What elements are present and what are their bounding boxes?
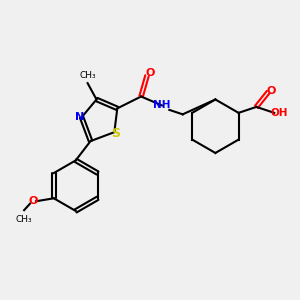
Text: NH: NH — [153, 100, 171, 110]
Text: O: O — [145, 68, 155, 78]
Text: CH₃: CH₃ — [16, 214, 32, 224]
Text: N: N — [75, 112, 84, 122]
Text: OH: OH — [271, 108, 288, 118]
Text: CH₃: CH₃ — [79, 70, 96, 80]
Text: S: S — [111, 127, 120, 140]
Text: O: O — [29, 196, 38, 206]
Text: O: O — [267, 85, 276, 96]
